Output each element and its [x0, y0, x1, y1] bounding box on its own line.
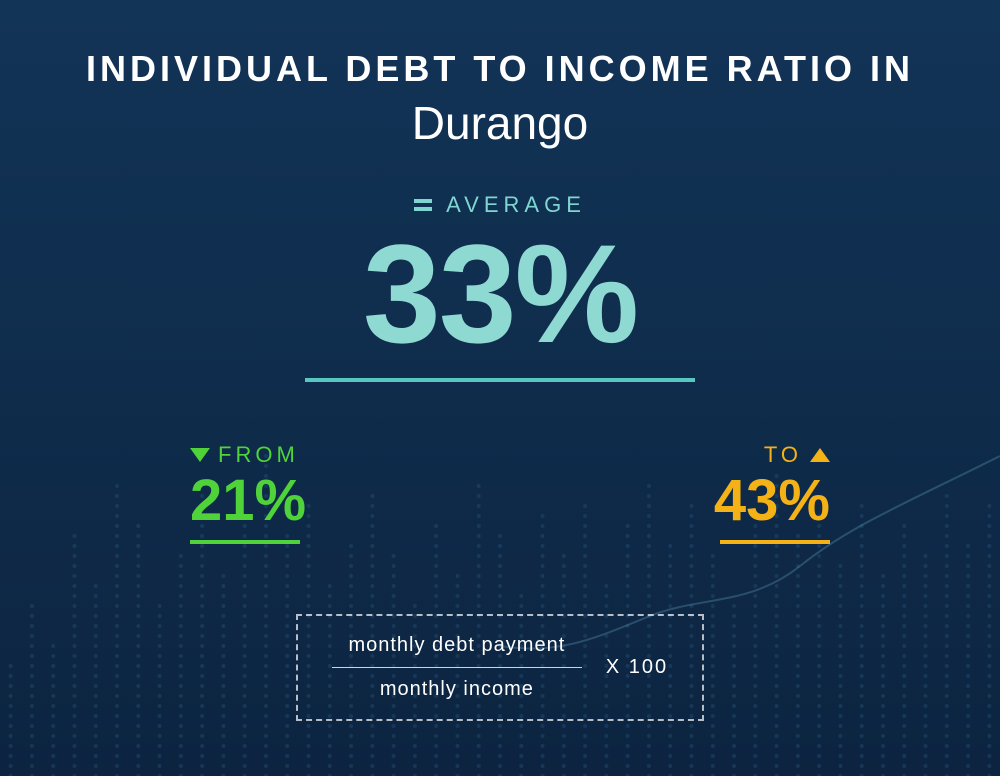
formula-denominator: monthly income [380, 678, 534, 701]
range-to-label: TO [764, 442, 802, 468]
triangle-up-icon [810, 448, 830, 462]
average-underline [305, 378, 695, 382]
average-block: AVERAGE 33% [305, 192, 695, 382]
formula-multiplier: X 100 [606, 656, 668, 679]
range-from-block: FROM 21% [190, 442, 306, 544]
range-to-block: TO 43% [714, 442, 830, 544]
formula-numerator: monthly debt payment [348, 634, 565, 657]
formula-box: monthly debt payment monthly income X 10… [296, 614, 704, 721]
range-from-label: FROM [218, 442, 299, 468]
triangle-down-icon [190, 448, 210, 462]
title-line-2: Durango [412, 96, 588, 150]
range-from-underline [190, 540, 300, 544]
fraction-line [332, 667, 582, 668]
range-from-value: 21% [190, 472, 306, 530]
title-line-1: INDIVIDUAL DEBT TO INCOME RATIO IN [86, 48, 914, 90]
equals-icon [414, 199, 432, 211]
range-to-value: 43% [714, 472, 830, 530]
average-value: 33% [363, 224, 637, 364]
range-to-underline [720, 540, 830, 544]
